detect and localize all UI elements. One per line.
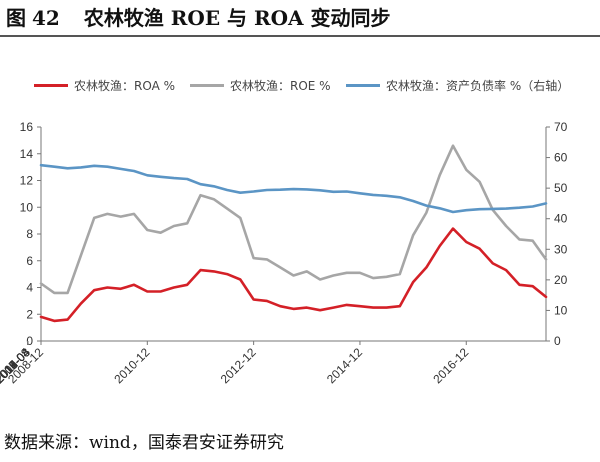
figure-label: 图	[6, 6, 26, 30]
chart-title: 图 42 农林牧渔 ROE 与 ROA 变动同步	[6, 3, 391, 33]
y-left-tick-label: 14	[20, 147, 34, 161]
x-tick-label: 2010-12	[111, 345, 152, 386]
y-left-tick-label: 16	[20, 120, 34, 134]
line-chart: 02468101214160102030405060702008-122009-…	[0, 120, 568, 386]
figure-number: 42	[32, 6, 60, 30]
y-right-tick-label: 40	[554, 212, 568, 226]
title-divider	[0, 35, 600, 37]
y-right-tick-label: 20	[554, 273, 568, 287]
legend-swatch-roe	[190, 83, 224, 87]
y-left-tick-label: 0	[26, 334, 33, 348]
legend-label-roe: 农林牧渔：ROE %	[230, 78, 331, 93]
series-line-roa	[39, 227, 548, 323]
series-line-debt-ratio	[39, 163, 548, 214]
y-left-tick-label: 4	[26, 281, 33, 295]
series-line-roe	[39, 144, 548, 295]
legend-swatch-debt-ratio	[346, 83, 380, 87]
title-text: 农林牧渔 ROE 与 ROA 变动同步	[83, 6, 391, 30]
legend-label-debt-ratio: 农林牧渔：资产负债率 %（右轴）	[386, 78, 570, 93]
legend-item-debt-ratio: 农林牧渔：资产负债率 %（右轴）	[346, 74, 569, 96]
y-right-tick-label: 0	[554, 334, 561, 348]
legend-swatch-roa	[34, 83, 68, 87]
x-tick-label: 2016-12	[430, 345, 471, 386]
y-right-tick-label: 70	[554, 120, 568, 134]
y-left-tick-label: 6	[26, 254, 33, 268]
legend-label-roa: 农林牧渔：ROA %	[74, 78, 175, 93]
legend: 农林牧渔：ROA % 农林牧渔：ROE % 农林牧渔：资产负债率 %（右轴）	[0, 74, 600, 96]
x-tick-label: 2014-12	[324, 345, 365, 386]
y-left-tick-label: 12	[20, 174, 34, 188]
source-note: 数据来源：wind，国泰君安证券研究	[4, 433, 284, 453]
y-right-tick-label: 10	[554, 303, 568, 317]
y-right-tick-label: 50	[554, 181, 568, 195]
y-left-tick-label: 10	[20, 200, 34, 214]
y-left-tick-label: 8	[26, 227, 33, 241]
legend-item-roa: 农林牧渔：ROA %	[34, 74, 175, 96]
x-tick-label: 2012-12	[218, 345, 259, 386]
y-right-tick-label: 60	[554, 151, 568, 165]
y-left-tick-label: 2	[26, 307, 33, 321]
y-right-tick-label: 30	[554, 242, 568, 256]
legend-item-roe: 农林牧渔：ROE %	[190, 74, 331, 96]
